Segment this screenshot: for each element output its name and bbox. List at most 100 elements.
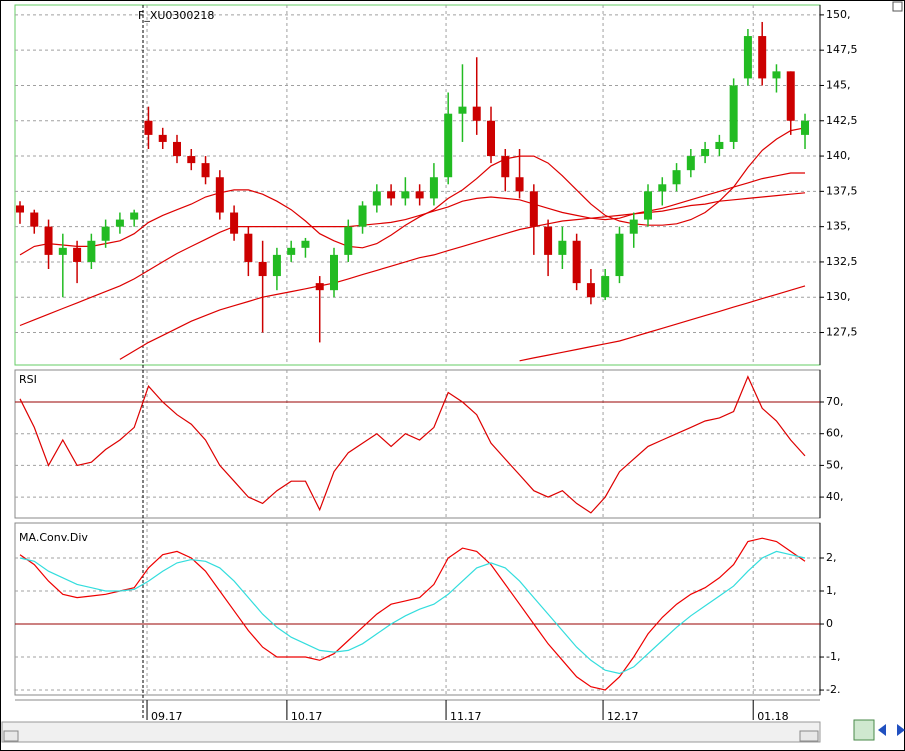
candle-body bbox=[429, 177, 438, 199]
candle-body bbox=[187, 156, 196, 164]
candle-body bbox=[801, 120, 810, 135]
candle-body bbox=[772, 71, 781, 79]
line-series bbox=[19, 172, 805, 327]
candle-body bbox=[244, 233, 253, 262]
candle-body bbox=[230, 212, 239, 234]
x-tick-label: 09.17 bbox=[151, 710, 183, 723]
candle-body bbox=[701, 149, 710, 157]
y-tick-label: 1, bbox=[826, 584, 837, 597]
candle-body bbox=[715, 141, 724, 149]
candle-body bbox=[644, 191, 653, 220]
y-tick-label: 0 bbox=[826, 617, 833, 630]
y-tick-label: 70, bbox=[826, 395, 844, 408]
candle-body bbox=[758, 36, 767, 79]
candle-body bbox=[401, 191, 410, 199]
candle-body bbox=[115, 219, 124, 227]
candle-body bbox=[472, 106, 481, 121]
candle-body bbox=[301, 240, 310, 248]
refresh-button[interactable] bbox=[853, 719, 875, 741]
candle-body bbox=[658, 184, 667, 192]
candle-body bbox=[44, 226, 53, 255]
candle-body bbox=[344, 226, 353, 255]
candle-body bbox=[287, 247, 296, 255]
y-tick-label: 137,5 bbox=[826, 184, 858, 197]
nav-left[interactable] bbox=[878, 724, 886, 736]
candle-body bbox=[101, 226, 110, 241]
scroll-right[interactable] bbox=[799, 730, 819, 742]
candle-body bbox=[258, 261, 267, 277]
candle-body bbox=[387, 191, 396, 199]
candle-body bbox=[330, 254, 339, 291]
candle-body bbox=[572, 240, 581, 284]
candle-body bbox=[315, 283, 324, 291]
y-tick-label: 147,5 bbox=[826, 43, 858, 56]
panel bbox=[14, 369, 821, 519]
y-tick-label: 127,5 bbox=[826, 326, 858, 339]
scrollbar[interactable] bbox=[1, 721, 821, 743]
line-series bbox=[19, 375, 806, 514]
line-series bbox=[19, 550, 806, 675]
candle-body bbox=[172, 141, 181, 157]
candle-body bbox=[786, 71, 795, 121]
x-tick-label: 01.18 bbox=[757, 710, 789, 723]
panel-title: RSI bbox=[19, 373, 37, 386]
candle-body bbox=[458, 106, 467, 114]
y-tick-label: 132,5 bbox=[826, 255, 858, 268]
candle-body bbox=[501, 156, 510, 178]
y-tick-label: 142,5 bbox=[826, 114, 858, 127]
y-tick-label: -2. bbox=[826, 683, 840, 696]
y-tick-label: 150, bbox=[826, 8, 851, 21]
line-series bbox=[19, 127, 806, 256]
candle-body bbox=[672, 170, 681, 185]
y-tick-label: 50, bbox=[826, 458, 844, 471]
y-tick-label: 40, bbox=[826, 490, 844, 503]
candle-body bbox=[729, 85, 738, 142]
y-tick-label: 135, bbox=[826, 220, 851, 233]
y-tick-label: -1, bbox=[826, 650, 840, 663]
candle-body bbox=[544, 226, 553, 255]
line-series bbox=[519, 285, 806, 362]
candle-body bbox=[272, 254, 281, 277]
x-tick-label: 12.17 bbox=[607, 710, 639, 723]
candle-body bbox=[372, 191, 381, 206]
candle-body bbox=[686, 156, 695, 171]
candle-body bbox=[601, 276, 610, 298]
y-tick-label: 145, bbox=[826, 78, 851, 91]
candle-body bbox=[215, 177, 224, 213]
candle-body bbox=[515, 177, 524, 192]
candle-body bbox=[58, 247, 67, 255]
candle-body bbox=[558, 240, 567, 255]
panel bbox=[14, 522, 821, 696]
candle-body bbox=[87, 240, 96, 262]
candle-body bbox=[743, 36, 752, 79]
candle-body bbox=[73, 247, 82, 262]
candle-body bbox=[615, 233, 624, 277]
candle-body bbox=[487, 120, 496, 157]
candle-body bbox=[201, 163, 210, 178]
line-series bbox=[119, 192, 806, 360]
candle-body bbox=[144, 120, 153, 135]
scroll-left[interactable] bbox=[3, 730, 19, 742]
candle-body bbox=[358, 205, 367, 227]
panel-title: MA.Conv.Div bbox=[19, 531, 88, 544]
y-tick-label: 130, bbox=[826, 290, 851, 303]
y-tick-label: 60, bbox=[826, 427, 844, 440]
nav-right[interactable] bbox=[897, 724, 905, 736]
chart-title: F_XU0300218 bbox=[138, 9, 214, 22]
x-tick-label: 10.17 bbox=[291, 710, 323, 723]
candle-body bbox=[15, 205, 24, 213]
candle-body bbox=[158, 134, 167, 142]
candle-body bbox=[30, 212, 39, 227]
panel bbox=[14, 4, 821, 366]
corner-button[interactable] bbox=[892, 1, 903, 12]
candle-body bbox=[444, 113, 453, 178]
x-tick-label: 11.17 bbox=[450, 710, 482, 723]
y-tick-label: 2, bbox=[826, 551, 837, 564]
candle-body bbox=[415, 191, 424, 199]
candle-body bbox=[629, 219, 638, 234]
candle-body bbox=[130, 212, 139, 220]
candle-body bbox=[586, 283, 595, 298]
candle-body bbox=[529, 191, 538, 227]
y-tick-label: 140, bbox=[826, 149, 851, 162]
